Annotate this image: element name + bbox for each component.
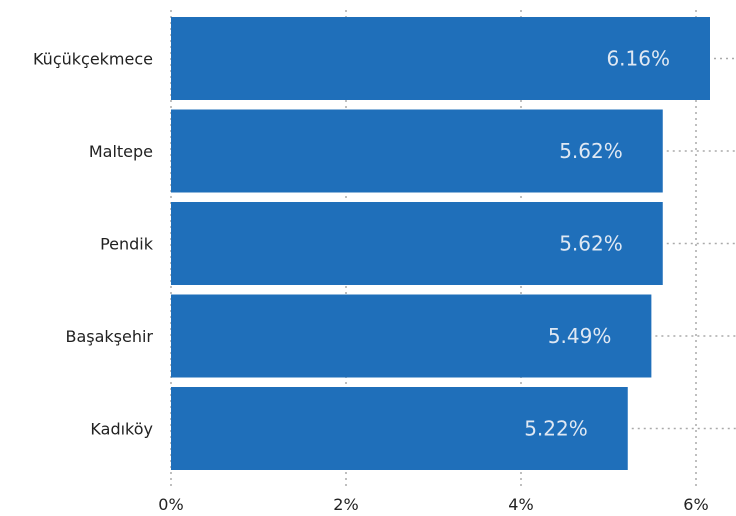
x-tick-label: 0%: [158, 495, 183, 514]
bar: [171, 202, 663, 285]
x-tick-label: 2%: [333, 495, 358, 514]
category-label: Küçükçekmece: [33, 50, 153, 69]
x-tick-label: 6%: [683, 495, 708, 514]
category-label: Kadıköy: [90, 420, 153, 439]
category-label: Pendik: [100, 235, 154, 254]
data-label: 6.16%: [606, 47, 670, 71]
category-label: Başakşehir: [65, 327, 153, 346]
category-label: Maltepe: [89, 142, 153, 161]
bar-layer: [171, 17, 710, 470]
data-label: 5.49%: [548, 324, 612, 348]
bar: [171, 17, 710, 100]
data-label: 5.62%: [559, 232, 623, 256]
label-layer: Küçükçekmece 6.16% Maltepe 5.62% Pendik 5.62%…: [33, 47, 670, 441]
bar: [171, 294, 652, 378]
bar: [171, 387, 628, 470]
x-axis: 0% 2% 4% 6%: [158, 495, 708, 514]
x-tick-label: 4%: [508, 495, 533, 514]
bar: [171, 109, 663, 193]
data-label: 5.22%: [524, 417, 588, 441]
data-label: 5.62%: [559, 139, 623, 163]
